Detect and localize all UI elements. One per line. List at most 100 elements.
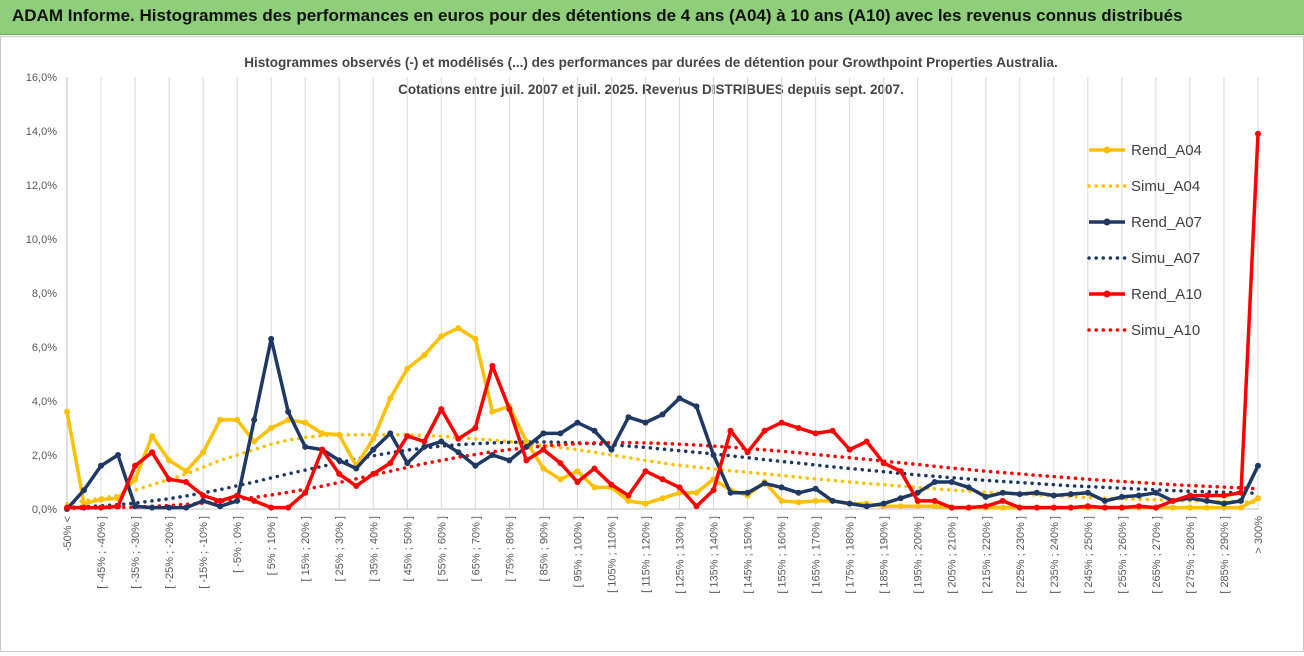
data-point-rend-a07 [761, 480, 768, 487]
data-point-rend-a10 [319, 446, 326, 453]
data-point-rend-a07 [557, 430, 564, 437]
legend-label-rend-a10: Rend_A10 [1131, 286, 1202, 303]
data-point-rend-a10 [81, 504, 88, 511]
x-tick-label: [ 135% ; 140% ] [709, 516, 721, 594]
data-point-rend-a07 [1033, 489, 1040, 496]
data-point-rend-a10 [1255, 130, 1261, 137]
y-tick-label: 6,0% [32, 342, 57, 354]
data-point-rend-a04 [166, 457, 173, 464]
data-point-rend-a07 [931, 479, 938, 485]
data-point-rend-a07 [693, 403, 700, 410]
data-point-rend-a07 [472, 462, 479, 469]
data-point-rend-a10 [914, 497, 921, 504]
data-point-rend-a04 [557, 476, 564, 483]
x-tick-label: [ 195% ; 200% ] [913, 516, 925, 594]
data-point-rend-a10 [676, 484, 683, 491]
data-point-rend-a07 [642, 419, 649, 426]
x-tick-label: [ 55% ; 60% ] [436, 516, 448, 581]
data-point-rend-a04 [98, 496, 105, 503]
data-point-rend-a10 [931, 497, 938, 504]
x-tick-label: [ 255% ; 260% ] [1117, 516, 1129, 594]
data-point-rend-a04 [217, 416, 224, 423]
data-point-rend-a04 [183, 468, 190, 475]
data-point-rend-a10 [302, 489, 309, 496]
data-point-rend-a07 [897, 495, 904, 502]
data-point-rend-a10 [1016, 504, 1023, 511]
data-point-rend-a10 [370, 470, 377, 477]
legend-label-simu-a07: Simu_A07 [1131, 250, 1200, 267]
data-point-rend-a07 [438, 438, 445, 445]
data-point-rend-a07 [982, 493, 989, 500]
data-point-rend-a10 [591, 465, 598, 472]
data-point-rend-a07 [1203, 497, 1210, 504]
data-point-rend-a10 [251, 497, 258, 504]
data-point-rend-a10 [1220, 492, 1227, 499]
data-point-rend-a04 [302, 419, 309, 426]
data-point-rend-a10 [999, 497, 1006, 504]
data-point-rend-a07 [404, 460, 411, 467]
data-point-rend-a07 [489, 452, 496, 458]
data-point-rend-a04 [421, 352, 428, 359]
data-point-rend-a10 [1186, 492, 1193, 499]
x-tick-label: [ 275% ; 280% ] [1185, 516, 1197, 594]
data-point-rend-a10 [132, 462, 139, 469]
data-point-rend-a07 [1255, 462, 1261, 469]
data-point-rend-a07 [846, 500, 853, 507]
data-point-rend-a10 [1135, 503, 1142, 510]
data-point-rend-a07 [166, 504, 173, 511]
y-tick-label: 10,0% [26, 234, 57, 246]
data-point-rend-a04 [489, 408, 496, 415]
data-point-rend-a10 [982, 503, 989, 510]
data-point-rend-a04 [591, 484, 598, 491]
data-point-rend-a04 [1255, 495, 1261, 502]
data-point-rend-a10 [387, 460, 394, 467]
data-point-rend-a07 [387, 430, 394, 437]
data-point-rend-a07 [965, 484, 972, 491]
data-point-rend-a10 [285, 504, 292, 511]
data-point-rend-a07 [744, 489, 751, 496]
x-tick-label: [ 155% ; 160% ] [777, 516, 789, 594]
data-point-rend-a10 [200, 492, 207, 499]
data-point-rend-a04 [574, 468, 581, 475]
x-tick-label: [ -35% ; -30% ] [130, 516, 142, 589]
x-tick-label: [ 165% ; 170% ] [811, 516, 823, 594]
data-point-rend-a10 [336, 470, 343, 477]
data-point-rend-a10 [608, 481, 615, 488]
data-point-rend-a04 [795, 499, 802, 506]
data-point-rend-a04 [404, 365, 411, 372]
data-point-rend-a10 [863, 438, 870, 445]
x-tick-label: [ -15% ; -10% ] [198, 516, 210, 589]
data-point-rend-a07 [81, 487, 88, 494]
x-tick-label: [ 145% ; 150% ] [743, 516, 755, 594]
data-point-rend-a07 [98, 462, 105, 469]
x-tick-label: [ 265% ; 270% ] [1151, 516, 1163, 594]
data-point-rend-a10 [1033, 504, 1040, 511]
data-point-rend-a10 [965, 504, 972, 511]
data-point-rend-a10 [846, 446, 853, 453]
data-point-rend-a10 [404, 433, 411, 440]
legend-marker-rend-a07 [1103, 218, 1111, 226]
data-point-rend-a07 [506, 457, 513, 464]
data-point-rend-a10 [1050, 504, 1057, 511]
chart-title-line2: Cotations entre juil. 2007 et juil. 2025… [398, 82, 904, 97]
data-point-rend-a10 [659, 476, 666, 483]
data-point-rend-a07 [217, 503, 224, 510]
x-tick-label: [ 85% ; 90% ] [538, 516, 550, 581]
data-point-rend-a10 [948, 504, 955, 511]
data-point-rend-a07 [234, 497, 241, 504]
data-point-rend-a04 [1186, 504, 1193, 511]
data-point-rend-a07 [863, 503, 870, 510]
data-point-rend-a07 [1050, 492, 1057, 499]
performance-histogram-chart: Histogrammes observés (-) et modélisés (… [26, 55, 1265, 594]
x-tick-label: [ -5% ; 0% ] [232, 516, 244, 573]
legend-marker-rend-a04 [1103, 146, 1111, 154]
data-point-rend-a07 [778, 484, 785, 491]
data-point-rend-a04 [319, 430, 326, 437]
data-point-rend-a04 [149, 433, 156, 440]
data-point-rend-a07 [1220, 500, 1227, 507]
data-point-rend-a04 [914, 503, 921, 510]
series-layer [64, 130, 1261, 512]
x-tick-label: [ 75% ; 80% ] [504, 516, 516, 581]
data-point-rend-a04 [336, 431, 343, 438]
data-point-rend-a10 [64, 504, 70, 511]
